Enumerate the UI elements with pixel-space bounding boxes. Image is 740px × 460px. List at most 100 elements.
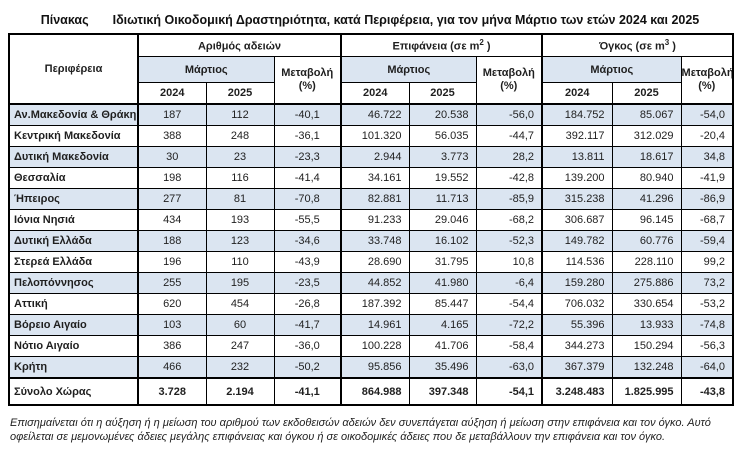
volume-2025-cell: 41.296 (611, 188, 682, 210)
surface-change-cell: -42,8 (475, 167, 543, 189)
table-row: Πελοπόννησος 255 195 -23,5 44.852 41.980… (8, 272, 734, 294)
permits-2024-cell: 30 (137, 146, 207, 168)
volume-change-cell: -54,0 (680, 103, 734, 126)
table-row: Στερεά Ελλάδα 196 110 -43,9 28.690 31.79… (8, 251, 734, 273)
region-cell: Ιόνια Νησιά (8, 209, 139, 231)
volume-change-cell: 34,8 (680, 146, 734, 168)
permits-2024-cell: 103 (137, 314, 207, 336)
permits-2025-cell: 248 (205, 125, 275, 147)
surface-2025-cell: 4.165 (408, 314, 477, 336)
table-row: Ήπειρος 277 81 -70,8 82.881 11.713 -85,9… (8, 188, 734, 210)
building-activity-table: Περιφέρεια Αριθμός αδειών Επιφάνεια (σε … (8, 33, 735, 406)
permits-2025-cell: 23 (205, 146, 275, 168)
change-header-surface: Μεταβολή (%) (475, 56, 543, 105)
volume-2024-cell: 114.536 (541, 251, 613, 273)
surface-change-cell: -54,4 (475, 293, 543, 315)
volume-2024-cell: 159.280 (541, 272, 613, 294)
surface-2024-cell: 95.856 (340, 356, 410, 379)
surface-2025-cell: 31.795 (408, 251, 477, 273)
surface-2024-cell: 864.988 (340, 377, 410, 406)
permits-2025-cell: 2.194 (205, 377, 275, 406)
table-row: Δυτική Ελλάδα 188 123 -34,6 33.748 16.10… (8, 230, 734, 252)
surface-change-cell: -72,2 (475, 314, 543, 336)
region-cell: Σύνολο Χώρας (8, 377, 139, 406)
volume-2024-cell: 184.752 (541, 103, 613, 126)
region-column-header: Περιφέρεια (8, 33, 139, 105)
permits-2024-cell: 434 (137, 209, 207, 231)
volume-2025-cell: 330.654 (611, 293, 682, 315)
region-cell: Αττική (8, 293, 139, 315)
surface-2024-cell: 100.228 (340, 335, 410, 357)
volume-2024-cell: 315.238 (541, 188, 613, 210)
region-cell: Δυτική Ελλάδα (8, 230, 139, 252)
surface-change-cell: -54,1 (475, 377, 543, 406)
volume-change-cell: -68,7 (680, 209, 734, 231)
volume-2024-cell: 3.248.483 (541, 377, 613, 406)
permits-2025-cell: 247 (205, 335, 275, 357)
year-header: 2024 (340, 82, 410, 105)
region-cell: Θεσσαλία (8, 167, 139, 189)
year-header: 2024 (137, 82, 207, 105)
section-header-surface: Επιφάνεια (σε m2 ) (340, 33, 543, 57)
permits-2025-cell: 123 (205, 230, 275, 252)
surface-2024-cell: 2.944 (340, 146, 410, 168)
region-cell: Αν.Μακεδονία & Θράκη (8, 103, 139, 126)
volume-2025-cell: 13.933 (611, 314, 682, 336)
table-row: Θεσσαλία 198 116 -41,4 34.161 19.552 -42… (8, 167, 734, 189)
section-header-volume: Όγκος (σε m3 ) (541, 33, 734, 57)
region-cell: Δυτική Μακεδονία (8, 146, 139, 168)
permits-change-cell: -26,8 (273, 293, 342, 315)
surface-2024-cell: 33.748 (340, 230, 410, 252)
permits-2025-cell: 110 (205, 251, 275, 273)
month-header-surface: Μάρτιος (340, 56, 477, 83)
surface-2024-cell: 82.881 (340, 188, 410, 210)
footnote-text: Επισημαίνεται ότι η αύξηση ή η μείωση το… (10, 417, 711, 444)
permits-2024-cell: 187 (137, 103, 207, 126)
volume-2024-cell: 306.687 (541, 209, 613, 231)
surface-2024-cell: 14.961 (340, 314, 410, 336)
surface-2024-cell: 46.722 (340, 103, 410, 126)
permits-2024-cell: 466 (137, 356, 207, 379)
volume-2025-cell: 18.617 (611, 146, 682, 168)
permits-change-cell: -55,5 (273, 209, 342, 231)
volume-change-cell: -56,3 (680, 335, 734, 357)
table-label: Πίνακας (40, 13, 89, 27)
volume-change-cell: -43,8 (680, 377, 734, 406)
permits-change-cell: -34,6 (273, 230, 342, 252)
volume-2025-cell: 228.110 (611, 251, 682, 273)
volume-change-cell: -64,0 (680, 356, 734, 379)
surface-change-cell: 10,8 (475, 251, 543, 273)
permits-2024-cell: 620 (137, 293, 207, 315)
permits-2025-cell: 193 (205, 209, 275, 231)
volume-change-cell: -74,8 (680, 314, 734, 336)
table-title-text: Ιδιωτική Οικοδομική Δραστηριότητα, κατά … (112, 13, 700, 27)
table-header: Περιφέρεια Αριθμός αδειών Επιφάνεια (σε … (8, 33, 734, 105)
permits-2024-cell: 188 (137, 230, 207, 252)
volume-2025-cell: 60.776 (611, 230, 682, 252)
volume-2024-cell: 392.117 (541, 125, 613, 147)
permits-2025-cell: 116 (205, 167, 275, 189)
table-row: Κρήτη 466 232 -50,2 95.856 35.496 -63,0 … (8, 356, 734, 379)
permits-change-cell: -23,5 (273, 272, 342, 294)
surface-2025-cell: 85.447 (408, 293, 477, 315)
year-header: 2025 (205, 82, 275, 105)
permits-change-cell: -41,4 (273, 167, 342, 189)
permits-2025-cell: 232 (205, 356, 275, 379)
year-header: 2025 (408, 82, 477, 105)
surface-2024-cell: 44.852 (340, 272, 410, 294)
permits-change-cell: -23,3 (273, 146, 342, 168)
surface-2024-cell: 91.233 (340, 209, 410, 231)
surface-change-cell: -58,4 (475, 335, 543, 357)
surface-2024-cell: 187.392 (340, 293, 410, 315)
permits-2025-cell: 112 (205, 103, 275, 126)
permits-change-cell: -36,1 (273, 125, 342, 147)
permits-change-cell: -36,0 (273, 335, 342, 357)
surface-change-cell: -6,4 (475, 272, 543, 294)
permits-2024-cell: 198 (137, 167, 207, 189)
volume-2024-cell: 706.032 (541, 293, 613, 315)
volume-2025-cell: 150.294 (611, 335, 682, 357)
region-cell: Νότιο Αιγαίο (8, 335, 139, 357)
permits-2025-cell: 60 (205, 314, 275, 336)
surface-2025-cell: 41.980 (408, 272, 477, 294)
permits-2024-cell: 196 (137, 251, 207, 273)
